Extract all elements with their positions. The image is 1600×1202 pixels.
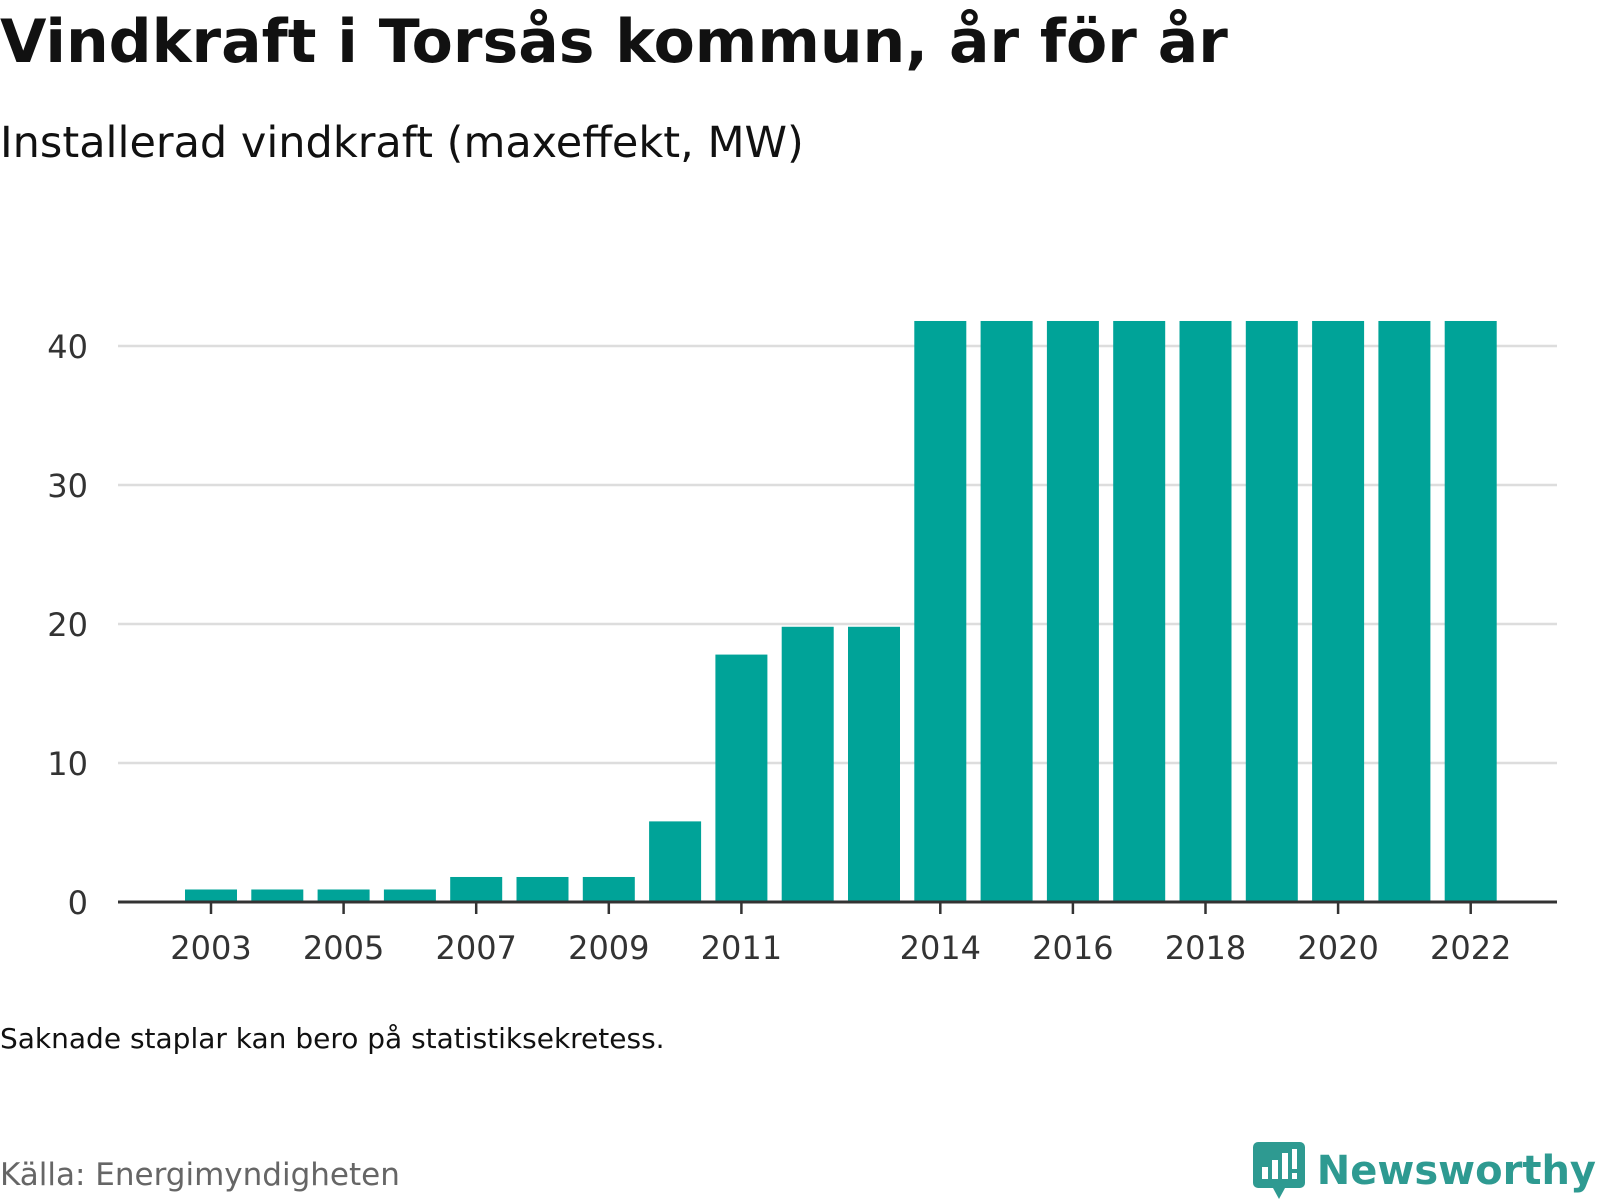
bar [516,876,569,902]
source-label: Källa: Energimyndigheten [0,1157,400,1193]
x-tick-label: 2018 [1165,929,1246,967]
brand-name: Newsworthy [1316,1148,1596,1194]
bar [1179,320,1232,903]
bar [914,320,967,903]
y-tick-label: 10 [47,745,88,783]
x-tick-label: 2011 [701,929,782,967]
x-tick-label: 2009 [568,929,649,967]
bar [980,320,1033,903]
bar [649,821,702,902]
bar [1245,320,1298,903]
x-tick-label: 2014 [900,929,981,967]
x-tick-label: 2007 [435,929,516,967]
bar [1113,320,1166,903]
y-tick-label: 20 [47,606,88,644]
bar-chart-speech-bubble-icon [1252,1142,1305,1199]
bar [781,626,834,902]
y-tick-label: 30 [47,467,88,505]
x-tick-label: 2016 [1032,929,1113,967]
bar [582,876,635,902]
bar [1046,320,1099,903]
bar [251,889,304,902]
x-tick-label: 2003 [170,929,251,967]
x-tick-label: 2022 [1430,929,1511,967]
bar [1378,320,1431,903]
bar-chart: 0 10 20 30 40 2003 2005 2007 2009 2011 2014 2016 201… [47,320,1557,967]
x-tick-label: 2005 [303,929,384,967]
bar [185,889,237,902]
chart-subtitle: Installerad vindkraft (maxeffekt, MW) [0,118,804,168]
bar [848,626,900,902]
y-tick-label: 0 [68,884,88,922]
bar [715,654,768,902]
bar [1312,320,1365,903]
bar [1444,320,1497,903]
brand-logo: Newsworthy [1252,1140,1596,1202]
x-tick-label: 2020 [1297,929,1378,967]
bar [450,876,503,902]
footnote: Saknade staplar kan bero på statistiksek… [0,1022,665,1055]
bar [317,889,370,902]
bar [383,889,436,902]
y-tick-label: 40 [47,328,88,366]
chart-title: Vindkraft i Torsås kommun, år för år [0,7,1228,77]
